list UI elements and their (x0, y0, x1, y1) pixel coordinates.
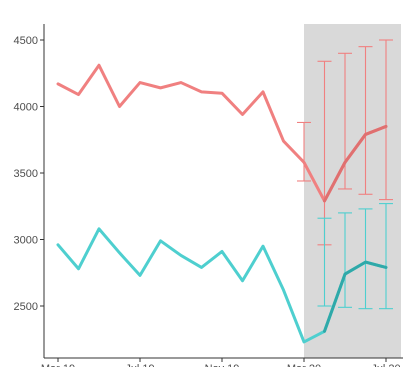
y-tick-label: 3000 (14, 235, 38, 247)
y-tick-label: 2500 (14, 301, 38, 313)
x-tick-label: Nov 19 (205, 363, 240, 367)
x-tick-label: Mar 19 (41, 363, 75, 367)
series-2-forecast-line (323, 260, 388, 333)
y-tick-label: 4000 (14, 102, 38, 114)
y-tick-label: 4500 (14, 35, 38, 47)
y-tick-label: 3500 (14, 168, 38, 180)
plot-area: 2500 3000 3500 4000 4500 Mar 19 Jul 19 Nov 19 Ma… (14, 24, 403, 367)
x-tick-label: Mar 20 (287, 363, 321, 367)
series-1-forecast-line (323, 124, 388, 203)
x-tick-label: Jul 20 (371, 363, 400, 367)
x-tick-label: Jul 19 (125, 363, 154, 367)
